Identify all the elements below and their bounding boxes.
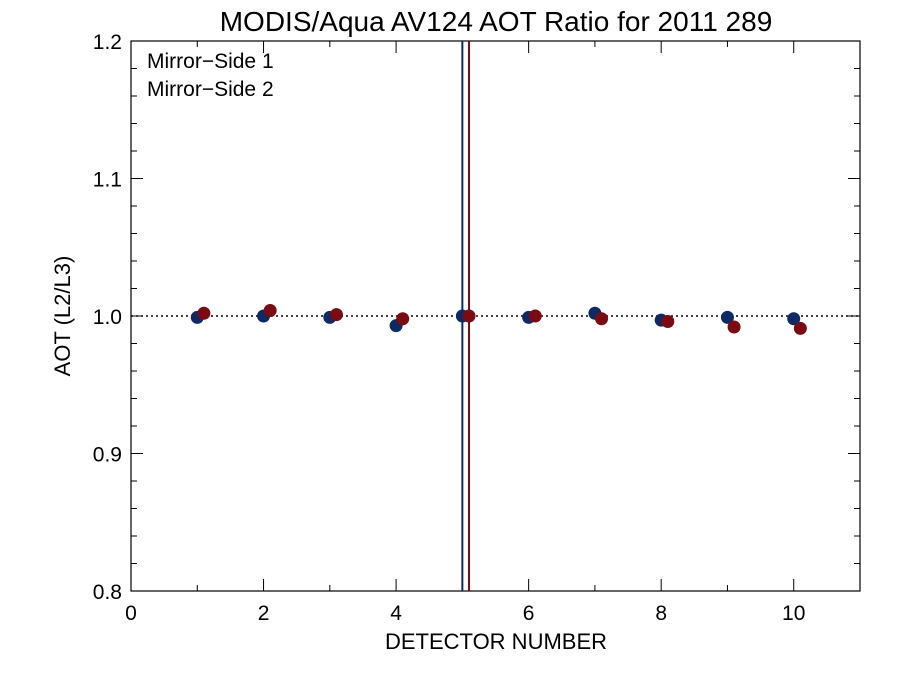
legend-entry-mirror-side-1: Mirror−Side 1: [147, 50, 274, 73]
y-tick-label: 1.1: [93, 169, 122, 192]
legend: Mirror−Side 1 Mirror−Side 2: [147, 50, 274, 101]
y-tick-label: 0.9: [93, 444, 122, 467]
x-tick-label: 0: [125, 602, 137, 625]
y-tick-labels: 0.8 0.9 1.0 1.1 1.2: [93, 31, 122, 604]
data-point-series-1: [787, 312, 801, 326]
data-points: [190, 304, 807, 335]
data-point-series-2: [661, 315, 675, 328]
x-tick-label: 4: [390, 602, 402, 625]
x-tick-label: 6: [523, 602, 535, 625]
data-point-series-2: [263, 304, 277, 317]
data-point-series-2: [793, 321, 807, 335]
x-tick-labels: 0 2 4 6 8 10: [125, 602, 805, 625]
data-point-series-1: [720, 310, 734, 324]
y-tick-label: 0.8: [93, 581, 122, 604]
tick-marks: [130, 40, 861, 592]
x-axis-label: DETECTOR NUMBER: [385, 629, 607, 654]
chart-title: MODIS/Aqua AV124 AOT Ratio for 2011 289: [220, 6, 773, 37]
x-tick-label: 10: [782, 602, 805, 625]
data-point-series-2: [727, 320, 741, 334]
y-tick-label: 1.0: [93, 306, 122, 329]
plot-area: [130, 40, 861, 592]
legend-entry-mirror-side-2: Mirror−Side 2: [147, 78, 274, 101]
y-axis-label: AOT (L2/L3): [50, 256, 75, 377]
x-tick-label: 8: [655, 602, 667, 625]
y-tick-label: 1.2: [93, 31, 122, 54]
data-point-series-2: [329, 308, 343, 322]
plot-frame: [130, 40, 861, 592]
data-point-series-2: [197, 306, 211, 320]
data-point-series-2: [462, 309, 476, 323]
data-point-series-2: [396, 312, 410, 326]
data-point-series-2: [595, 312, 609, 326]
data-point-series-2: [528, 309, 542, 323]
x-tick-label: 2: [258, 602, 270, 625]
